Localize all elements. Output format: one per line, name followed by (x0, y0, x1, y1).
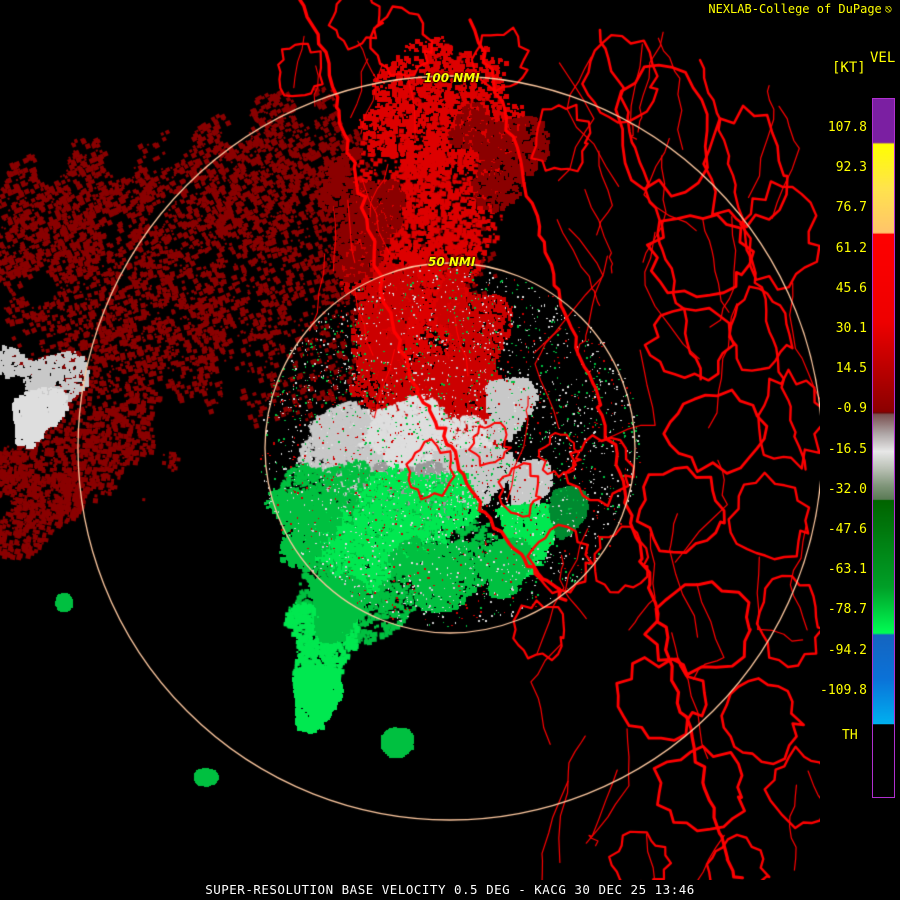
legend-tick-8: -16.5 (827, 441, 867, 457)
radar-display-panel[interactable]: 100 NMI 50 NMI (0, 0, 820, 880)
legend-tick-13: -94.2 (827, 642, 867, 658)
brand-text: NEXLAB-College of DuPage (708, 2, 882, 16)
legend-tick-0: 107.8 (827, 119, 867, 135)
legend-title: VEL (870, 50, 896, 66)
legend-tick-1: 92.3 (835, 160, 867, 176)
legend-tick-7: -0.9 (835, 401, 867, 417)
cod-arrow-logo-icon: ⎋ (884, 2, 892, 16)
status-bar: SUPER-RESOLUTION BASE VELOCITY 0.5 DEG -… (0, 880, 900, 900)
range-ring-label-100nmi: 100 NMI (424, 71, 480, 85)
legend-tick-2: 76.7 (835, 200, 867, 216)
legend-tick-5: 30.1 (835, 320, 867, 336)
legend-tick-10: -47.6 (827, 521, 867, 537)
brand-label: NEXLAB-College of DuPage ⎋ (708, 2, 892, 16)
legend-tick-12: -78.7 (827, 602, 867, 618)
legend-tick-6: 14.5 (835, 361, 867, 377)
legend-tick-4: 45.6 (835, 280, 867, 296)
legend-units: [KT] (832, 60, 866, 76)
legend-tick-9: -32.0 (827, 481, 867, 497)
legend-threshold-label: TH (842, 728, 858, 743)
legend-colorbar (872, 98, 895, 798)
legend-colorbar-canvas (873, 99, 894, 797)
velocity-legend: VEL [KT] 107.8 92.3 76.7 61.2 45.6 30.1 14.5 -0… (820, 0, 900, 880)
radar-image-canvas[interactable] (0, 0, 820, 880)
range-ring-label-50nmi: 50 NMI (428, 255, 476, 269)
legend-tick-14: -109.8 (820, 682, 867, 698)
legend-tick-11: -63.1 (827, 562, 867, 578)
legend-tick-3: 61.2 (835, 240, 867, 256)
